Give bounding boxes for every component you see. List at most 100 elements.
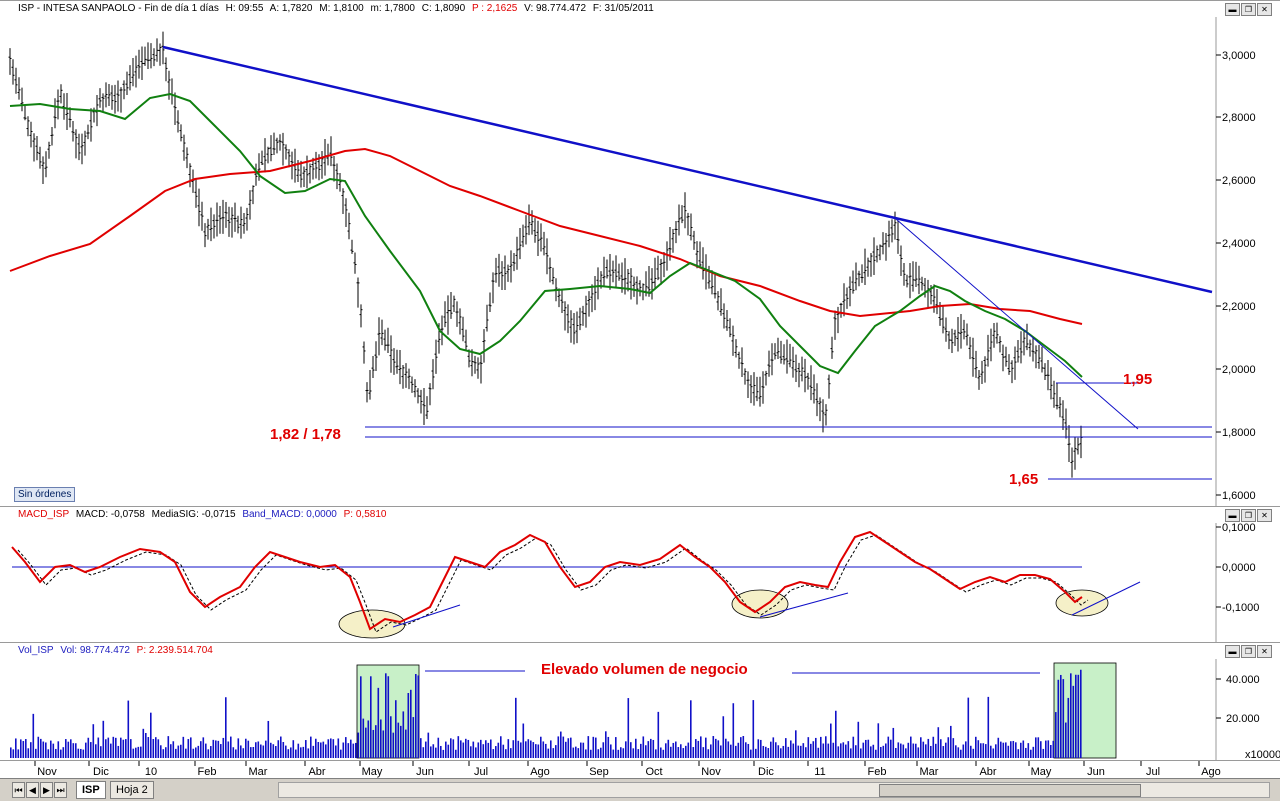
- volume-bar: [615, 737, 617, 758]
- volume-bar: [362, 718, 365, 758]
- volume-bar: [35, 748, 37, 758]
- volume-bar: [447, 744, 450, 758]
- macd-minimize-button[interactable]: ▬: [1225, 509, 1240, 522]
- volume-bar: [862, 742, 865, 758]
- volume-bar: [550, 740, 552, 758]
- volume-bar: [82, 749, 85, 758]
- volume-bar: [680, 744, 682, 758]
- volume-bar: [440, 745, 442, 758]
- low-annotation: 1,65: [1009, 471, 1039, 488]
- volume-bar: [880, 746, 882, 758]
- volume-value: V: 98.774.472: [524, 3, 587, 14]
- volume-bar: [757, 739, 760, 758]
- volume-bar: [732, 703, 735, 758]
- volume-bar: [967, 697, 970, 758]
- volume-bar: [467, 739, 470, 758]
- volume-bar: [372, 729, 375, 758]
- volume-chart[interactable]: 40.000 20.000 x10000: [0, 643, 1280, 761]
- volume-bar: [592, 736, 595, 758]
- volume-bar: [50, 740, 52, 758]
- volume-bar: [57, 741, 60, 758]
- next-sheet-button[interactable]: ▶: [40, 782, 53, 798]
- volume-bar: [150, 712, 152, 758]
- volume-bar: [87, 737, 90, 758]
- volume-minimize-button[interactable]: ▬: [1225, 645, 1240, 658]
- sheet-tab-hoja2[interactable]: Hoja 2: [110, 781, 154, 799]
- volume-bar: [867, 739, 870, 758]
- macd-restore-button[interactable]: ❐: [1241, 509, 1256, 522]
- volume-bar: [227, 741, 230, 758]
- x-tick-label: Ago: [1201, 766, 1221, 778]
- volume-bar: [385, 673, 387, 758]
- volume-bar: [355, 742, 357, 758]
- volume-restore-button[interactable]: ❐: [1241, 645, 1256, 658]
- resistance-annotation: 1,95: [1123, 371, 1153, 388]
- volume-bar: [827, 743, 830, 758]
- volume-bar: [365, 727, 367, 758]
- volume-bar: [475, 747, 477, 758]
- volume-bar: [387, 676, 390, 758]
- volume-bar: [160, 745, 162, 758]
- prev-sheet-button[interactable]: ◀: [26, 782, 39, 798]
- volume-bar: [560, 731, 562, 758]
- volume-bar: [660, 747, 662, 758]
- volume-bar: [595, 737, 597, 758]
- x-tick-label: Dic: [758, 766, 774, 778]
- volume-bar: [960, 749, 962, 758]
- volume-bar: [110, 743, 112, 758]
- close-button[interactable]: ✕: [1257, 3, 1272, 16]
- secondary-trendline: [895, 218, 1139, 430]
- volume-bar: [737, 742, 740, 758]
- last-sheet-button[interactable]: ⏭: [54, 782, 67, 798]
- volume-bar: [612, 749, 615, 758]
- volume-bar: [147, 737, 150, 758]
- volume-bar: [980, 743, 982, 758]
- volume-bar: [642, 736, 645, 758]
- volume-bar: [920, 737, 922, 758]
- volume-bar: [30, 742, 32, 758]
- volume-bar: [142, 728, 145, 758]
- sheet-tab-isp[interactable]: ISP: [76, 781, 106, 799]
- volume-bar: [765, 746, 767, 758]
- volume-bar: [465, 738, 467, 758]
- volume-bar: [165, 747, 167, 758]
- volume-bar: [292, 740, 295, 758]
- volume-bar: [805, 747, 807, 758]
- volume-bar: [72, 743, 75, 758]
- volume-bar: [175, 748, 177, 758]
- no-orders-button[interactable]: Sin órdenes: [14, 487, 76, 502]
- first-sheet-button[interactable]: ⏮: [12, 782, 25, 798]
- horizontal-scrollbar[interactable]: [278, 782, 1270, 798]
- volume-bar: [977, 740, 980, 758]
- volume-bar: [472, 741, 475, 758]
- volume-bar: [177, 745, 180, 758]
- macd-chart[interactable]: 0,1000 0,0000 -0,1000: [0, 507, 1280, 643]
- price-chart[interactable]: 3,0000 2,8000 2,6000 2,4000 2,2000 2,0000 1,80…: [0, 1, 1280, 507]
- volume-bar: [575, 746, 577, 758]
- volume-bar: [780, 748, 782, 758]
- minimize-button[interactable]: ▬: [1225, 3, 1240, 16]
- volume-close-button[interactable]: ✕: [1257, 645, 1272, 658]
- macd-window-controls: ▬ ❐ ✕: [1225, 509, 1272, 522]
- restore-button[interactable]: ❐: [1241, 3, 1256, 16]
- volume-bar: [510, 748, 512, 758]
- volume-bar: [555, 745, 557, 758]
- volume-bar: [367, 720, 370, 758]
- volume-bar: [285, 745, 287, 758]
- volume-bar: [315, 738, 317, 758]
- volume-bar: [1062, 679, 1065, 758]
- volume-bar: [685, 745, 687, 758]
- scroll-thumb[interactable]: [879, 784, 1141, 797]
- volume-bar: [932, 736, 935, 758]
- volume-bar: [287, 749, 290, 758]
- macd-divergence-3: [1071, 581, 1141, 616]
- volume-bar: [392, 732, 395, 758]
- x-tick-label: Mar: [920, 766, 939, 778]
- x-tick-label: Oct: [645, 766, 662, 778]
- volume-bar: [822, 743, 825, 758]
- volume-bar: [650, 738, 652, 758]
- macd-close-button[interactable]: ✕: [1257, 509, 1272, 522]
- volume-bar: [947, 737, 950, 758]
- volume-bar: [272, 744, 275, 758]
- volume-bar: [112, 736, 115, 758]
